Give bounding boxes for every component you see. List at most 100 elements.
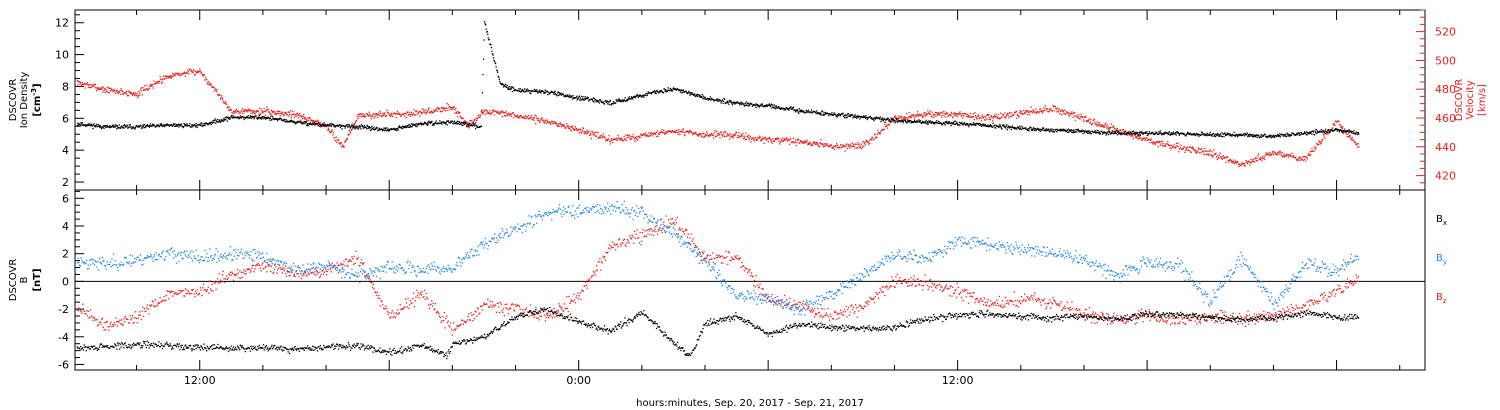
data-point <box>675 88 677 90</box>
data-point <box>1072 130 1075 132</box>
data-point <box>883 128 885 130</box>
series-ion-density <box>76 21 1360 139</box>
data-point <box>409 115 412 117</box>
data-point <box>508 112 510 114</box>
data-point <box>371 125 373 128</box>
data-point <box>748 103 750 105</box>
data-point <box>1021 125 1023 127</box>
data-point <box>715 136 717 138</box>
data-point <box>584 130 586 133</box>
data-point <box>1063 130 1065 132</box>
data-point <box>1342 132 1344 134</box>
data-point <box>982 123 984 125</box>
data-point <box>1022 113 1024 115</box>
data-point <box>524 115 526 117</box>
data-point <box>259 116 261 119</box>
data-point <box>593 101 595 103</box>
data-point <box>340 125 343 127</box>
data-point <box>425 113 427 115</box>
data-point <box>90 315 93 317</box>
data-point <box>235 111 237 114</box>
data-point <box>1350 137 1352 139</box>
data-point <box>123 92 125 95</box>
data-point <box>796 109 798 111</box>
data-point <box>121 323 123 325</box>
data-point <box>826 112 828 114</box>
data-point <box>123 124 126 126</box>
data-point <box>1152 143 1154 145</box>
data-point <box>888 119 890 121</box>
data-point <box>795 111 797 113</box>
data-point <box>527 90 529 92</box>
data-point <box>1282 135 1285 137</box>
data-point <box>1009 127 1011 129</box>
data-point <box>1355 144 1357 146</box>
data-point <box>1306 131 1308 133</box>
data-point <box>1229 133 1231 135</box>
data-point <box>293 113 295 115</box>
data-point <box>583 132 586 135</box>
data-point <box>1272 150 1274 152</box>
data-point <box>1190 146 1192 149</box>
data-point <box>670 88 673 91</box>
data-point <box>1111 130 1114 132</box>
data-point <box>679 91 681 93</box>
data-point <box>223 118 226 121</box>
data-point <box>209 123 211 125</box>
data-point <box>444 110 447 112</box>
data-point <box>235 108 238 110</box>
data-point <box>1071 129 1074 132</box>
data-point <box>431 110 433 112</box>
data-point <box>688 90 690 92</box>
data-point <box>89 123 91 125</box>
data-point <box>841 113 844 115</box>
data-point <box>469 122 472 125</box>
data-point <box>1068 112 1070 114</box>
data-point <box>1244 165 1246 167</box>
data-point <box>585 132 587 135</box>
data-point <box>658 92 660 94</box>
data-point <box>191 71 193 73</box>
data-point <box>1217 132 1219 135</box>
data-point <box>826 143 828 145</box>
data-point <box>991 126 994 128</box>
data-point <box>944 124 946 126</box>
data-point <box>143 127 145 129</box>
data-point <box>973 124 975 126</box>
data-point <box>264 110 266 113</box>
data-point <box>1004 112 1006 114</box>
data-point <box>135 94 137 96</box>
data-point <box>755 137 757 139</box>
data-point <box>169 75 171 77</box>
data-point <box>133 93 135 96</box>
data-point <box>785 138 787 140</box>
data-point <box>726 100 728 102</box>
data-point <box>900 118 903 120</box>
data-point <box>655 91 657 93</box>
data-point <box>797 139 799 141</box>
data-point <box>389 114 391 116</box>
data-point <box>967 123 969 125</box>
data-point <box>1073 115 1075 117</box>
data-point <box>423 109 425 111</box>
data-point <box>855 115 857 117</box>
data-point <box>383 127 385 129</box>
data-point <box>1153 133 1156 135</box>
data-point <box>731 102 733 104</box>
data-point <box>1207 150 1209 152</box>
data-point <box>184 288 186 290</box>
data-point <box>108 329 110 331</box>
data-point <box>1039 128 1041 130</box>
data-point <box>104 91 106 94</box>
data-point <box>1298 133 1300 135</box>
data-point <box>1028 114 1031 116</box>
data-point <box>176 124 178 126</box>
data-point <box>497 71 499 73</box>
data-point <box>834 148 836 151</box>
data-point <box>160 124 162 126</box>
data-point <box>699 133 702 135</box>
data-point <box>1323 132 1326 134</box>
data-point <box>367 125 369 127</box>
data-point <box>238 111 240 113</box>
data-point <box>272 111 274 114</box>
